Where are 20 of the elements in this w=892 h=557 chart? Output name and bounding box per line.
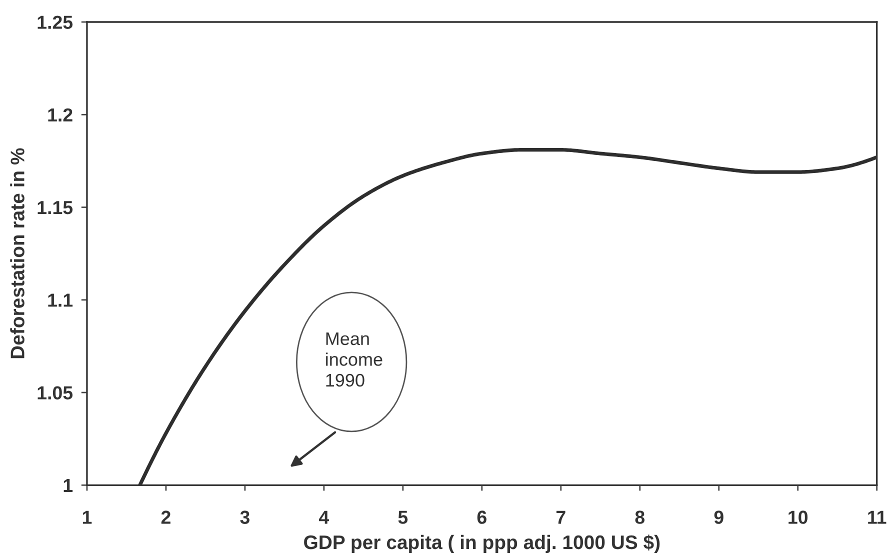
- y-tick-label: 1.05: [38, 386, 73, 400]
- x-tick-label: 11: [868, 510, 886, 524]
- x-tick-label: 3: [240, 510, 250, 524]
- x-axis-title: GDP per capita ( in ppp adj. 1000 US $): [304, 534, 660, 554]
- x-tick-label: 9: [714, 510, 724, 524]
- annotation: Mean income 1990: [326, 332, 382, 387]
- y-tick-label: 1.1: [48, 294, 73, 307]
- x-tick-label: 5: [398, 510, 408, 524]
- x-tick-label: 10: [788, 510, 808, 524]
- y-axis-title: Deforestation rate in %: [10, 148, 24, 358]
- x-tick-label: 8: [635, 510, 645, 524]
- x-tick-label: 7: [556, 510, 566, 524]
- y-tick-label: 1.2: [48, 108, 72, 122]
- x-tick-label: 6: [477, 510, 486, 524]
- x-tick-label: 4: [319, 510, 330, 524]
- x-tick-label: 2: [161, 510, 170, 524]
- y-tick-label: 1.15: [38, 201, 73, 214]
- y-tick-label: 1: [64, 479, 73, 492]
- x-tick-label: 1: [82, 510, 92, 524]
- y-tick-label: 1.25: [38, 16, 73, 29]
